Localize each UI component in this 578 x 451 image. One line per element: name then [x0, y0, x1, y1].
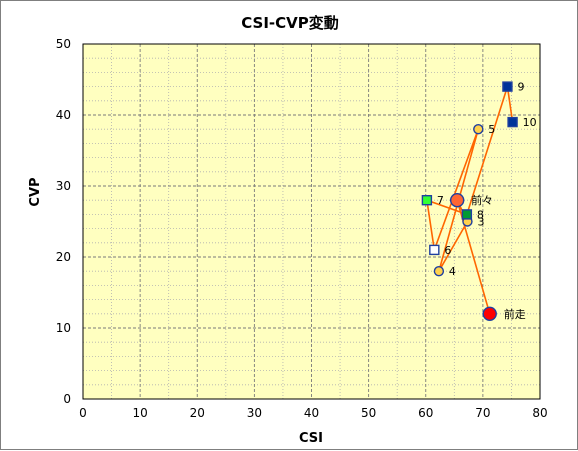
- data-point-label: 3: [477, 216, 484, 229]
- data-point-circle: [473, 123, 484, 135]
- data-point-label: 前走: [504, 307, 526, 321]
- x-tick-label: 0: [79, 406, 87, 420]
- data-point-label: 5: [488, 123, 495, 136]
- data-point-label: 10: [523, 116, 537, 129]
- x-axis-title: CSI: [299, 431, 323, 446]
- x-tick-label: 80: [532, 406, 547, 420]
- data-point-label: 9: [517, 81, 524, 94]
- y-axis-title: CVP: [28, 177, 43, 206]
- y-tick-label: 20: [56, 250, 71, 264]
- data-point-label: 6: [444, 244, 451, 257]
- data-point-square: [429, 244, 440, 256]
- x-tick-label: 60: [418, 406, 433, 420]
- data-point-square: [502, 81, 513, 92]
- plot-border: [82, 43, 541, 400]
- data-point-label: 4: [449, 265, 456, 278]
- x-tick-label: 70: [475, 406, 490, 420]
- y-tick-label: 40: [56, 108, 71, 122]
- data-point-circle: [482, 306, 497, 321]
- y-tick-label: 50: [56, 37, 71, 51]
- y-tick-label: 0: [63, 392, 71, 406]
- data-point-label: 前々: [471, 193, 493, 207]
- plot-area: 0 10 20 30 40 50 60 70 80 0 10 20 30 40 50 前走 前々 3 4 5 6 7 8 9 1…: [56, 37, 548, 420]
- y-tick-label: 10: [56, 321, 71, 335]
- data-point-square: [507, 116, 518, 128]
- data-point-label: 8: [477, 208, 484, 221]
- x-tick-label: 30: [247, 406, 262, 420]
- data-point-label: 7: [437, 194, 444, 207]
- x-tick-label: 40: [304, 406, 319, 420]
- chart-title: CSI-CVP変動: [241, 14, 339, 32]
- data-point-circle: [449, 192, 465, 208]
- x-tick-label: 20: [190, 406, 205, 420]
- x-tick-label: 10: [132, 406, 147, 420]
- x-tick-label: 50: [361, 406, 376, 420]
- data-point-square: [421, 194, 433, 206]
- data-point-circle: [433, 266, 445, 277]
- data-point-square: [461, 209, 473, 220]
- y-tick-label: 30: [56, 179, 71, 193]
